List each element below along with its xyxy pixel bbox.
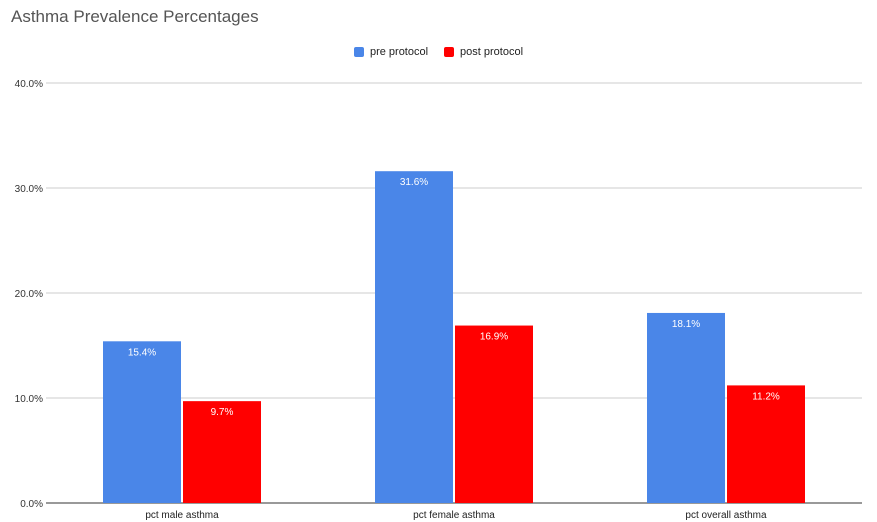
- y-tick-label: 0.0%: [20, 499, 43, 510]
- bar-pre: [647, 312, 725, 503]
- chart-title: Asthma Prevalence Percentages: [11, 7, 259, 26]
- bar-pre: [103, 341, 181, 503]
- x-tick-label: pct overall asthma: [685, 510, 767, 521]
- data-label: 15.4%: [128, 347, 156, 358]
- legend-item-post[interactable]: post protocol: [444, 46, 523, 58]
- legend-label-pre: pre protocol: [369, 46, 429, 58]
- legend: pre protocol post protocol: [0, 44, 877, 60]
- y-tick-label: 20.0%: [15, 289, 43, 300]
- legend-item-pre[interactable]: pre protocol: [353, 46, 429, 58]
- y-tick-label: 30.0%: [15, 184, 43, 195]
- bar-pre: [375, 171, 453, 503]
- legend-swatch-post: [444, 47, 455, 57]
- y-tick-label: 40.0%: [15, 79, 43, 90]
- data-label: 18.1%: [672, 319, 700, 330]
- y-tick-label: 10.0%: [15, 394, 43, 405]
- x-tick-label: pct female asthma: [413, 510, 495, 521]
- legend-swatch-pre: [353, 47, 364, 57]
- bar-post: [727, 385, 805, 503]
- bar-post: [183, 401, 261, 503]
- data-label: 9.7%: [211, 407, 234, 418]
- legend-label-post: post protocol: [460, 46, 524, 58]
- data-label: 31.6%: [400, 177, 428, 188]
- bar-post: [455, 325, 533, 503]
- data-label: 16.9%: [480, 332, 508, 343]
- data-label: 11.2%: [752, 391, 780, 402]
- x-tick-label: pct male asthma: [145, 510, 219, 521]
